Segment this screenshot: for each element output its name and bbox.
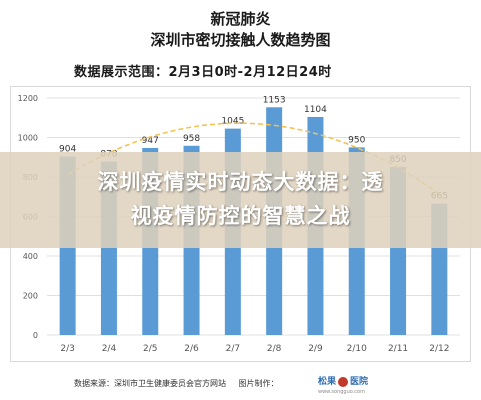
logo-url: www.songguo.com: [318, 389, 365, 395]
chart-title-line2: 深圳市密切接触人数趋势图: [150, 31, 331, 49]
x-tick-label: 2/9: [308, 344, 323, 354]
x-tick-label: 2/4: [102, 344, 117, 354]
y-tick-label: 0: [33, 331, 38, 340]
x-tick-label: 2/5: [143, 344, 157, 354]
data-label: 950: [348, 135, 365, 145]
overlay-banner: [0, 152, 481, 248]
x-tick-label: 2/10: [347, 344, 367, 354]
date-range-label: 数据展示范围：2月3日0时-2月12日24时: [74, 65, 332, 80]
brand-logo: 松果 医院: [318, 374, 368, 387]
production-label: 图片制作：: [238, 379, 279, 388]
cross-icon: [338, 376, 349, 387]
y-tick-label: 1000: [18, 134, 38, 143]
data-label: 947: [142, 136, 159, 146]
chart-title-line1: 新冠肺炎: [210, 10, 271, 28]
x-tick-label: 2/12: [429, 344, 449, 354]
data-label: 1153: [263, 95, 286, 105]
data-label: 1045: [221, 117, 244, 127]
x-tick-label: 2/8: [267, 344, 282, 354]
logo-right-text: 医院: [350, 377, 369, 387]
x-tick-label: 2/11: [388, 344, 408, 354]
data-source-text: 数据来源：深圳市卫生健康委员会官方网站: [74, 379, 226, 388]
x-tick-label: 2/3: [60, 344, 74, 354]
y-tick-label: 1200: [18, 94, 38, 103]
x-tick-label: 2/7: [226, 344, 240, 354]
overlay-headline-line1: 深圳疫情实时动态大数据：透: [97, 170, 384, 194]
x-tick-label: 2/6: [184, 344, 199, 354]
data-label: 1104: [304, 105, 327, 115]
y-tick-label: 200: [23, 292, 38, 301]
data-label: 958: [183, 134, 200, 144]
data-source: 数据来源：深圳市卫生健康委员会官方网站 图片制作：: [74, 378, 279, 389]
y-tick-label: 400: [23, 252, 38, 261]
logo-left-text: 松果: [318, 377, 337, 387]
data-label: 904: [59, 144, 76, 154]
overlay-headline-line2: 视疫情防控的智慧之战: [130, 204, 351, 228]
